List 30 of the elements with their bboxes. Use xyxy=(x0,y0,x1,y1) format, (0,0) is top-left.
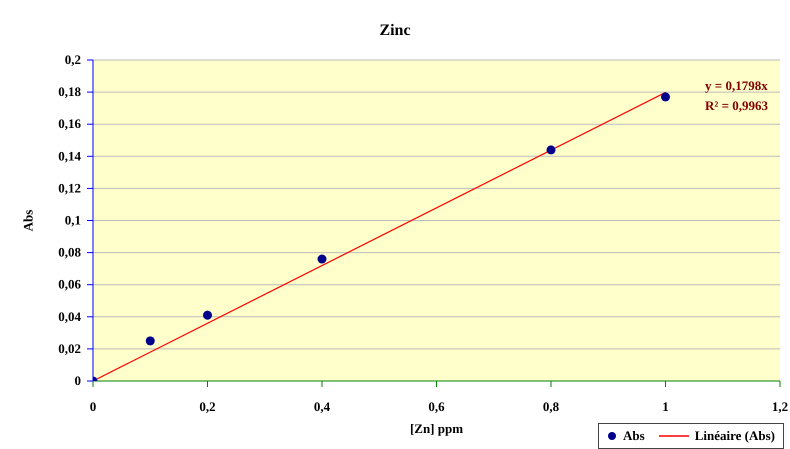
x-tick-label: 0,2 xyxy=(199,399,216,414)
y-tick-label: 0,18 xyxy=(58,84,82,100)
point xyxy=(660,92,670,102)
y-tick-label: 0,06 xyxy=(58,276,82,292)
annotation: y = 0,1798x xyxy=(705,77,768,95)
y-tick-label: 0,2 xyxy=(64,52,81,67)
x-tick-label: 0 xyxy=(90,399,96,414)
y-tick-label: 0 xyxy=(74,373,81,388)
y-tick-label: 0,14 xyxy=(58,148,82,164)
chart-title: Zinc xyxy=(378,22,412,40)
x-axis-title: [Zn] ppm xyxy=(410,421,464,436)
y-tick-label: 0,02 xyxy=(58,340,81,356)
point xyxy=(317,254,327,264)
point xyxy=(546,145,556,154)
annotation: R² = 0,9963 xyxy=(705,97,768,115)
point xyxy=(202,310,212,320)
x-tick-label: 1,2 xyxy=(772,399,788,414)
x-tick-label: 0,4 xyxy=(314,399,331,414)
x-tick-label: 0,6 xyxy=(428,399,446,414)
x-tick-label: 1 xyxy=(662,399,669,414)
y-tick-label: 0,08 xyxy=(58,244,82,260)
x-tick-label: 0,8 xyxy=(542,399,560,414)
y-tick-label: 0,1 xyxy=(64,212,81,228)
y-tick-label: 0,04 xyxy=(58,308,82,324)
y-tick-label: 0,12 xyxy=(58,180,81,196)
legend-label: Abs xyxy=(623,428,645,444)
y-tick-label: 0,16 xyxy=(58,116,82,132)
y-axis-title: Abs xyxy=(20,210,36,232)
legend-label: Linéaire (Abs) xyxy=(694,428,775,444)
point xyxy=(146,336,155,346)
